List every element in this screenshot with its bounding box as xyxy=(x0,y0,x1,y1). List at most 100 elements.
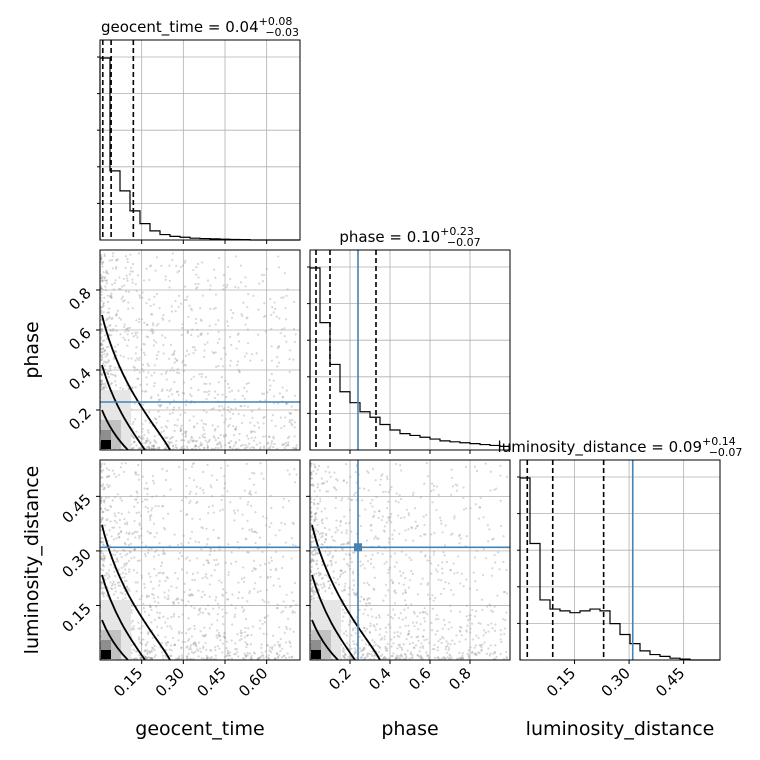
sample-point xyxy=(152,444,155,448)
sample-point xyxy=(177,657,180,660)
sample-point xyxy=(354,592,357,596)
sample-point xyxy=(293,340,296,343)
sample-point xyxy=(176,598,180,601)
sample-point xyxy=(293,611,296,614)
sample-point xyxy=(227,265,230,269)
sample-point xyxy=(311,559,314,562)
sample-point xyxy=(430,621,433,624)
sample-point xyxy=(322,582,325,585)
sample-point xyxy=(142,638,145,641)
sample-point xyxy=(448,621,451,624)
sample-point xyxy=(141,475,144,478)
sample-point xyxy=(106,353,109,357)
sample-point xyxy=(152,303,155,306)
sample-point xyxy=(219,433,222,437)
sample-point xyxy=(490,609,493,612)
sample-point xyxy=(102,557,105,560)
sample-point xyxy=(311,585,314,588)
sample-point xyxy=(123,576,126,579)
sample-point xyxy=(482,634,485,637)
sample-point xyxy=(185,399,188,402)
sample-point xyxy=(395,654,399,657)
sample-point xyxy=(165,378,168,381)
sample-point xyxy=(157,410,160,413)
sample-point xyxy=(100,306,103,309)
sample-point xyxy=(465,604,468,607)
sample-point xyxy=(158,584,161,587)
sample-point xyxy=(424,554,427,557)
sample-point xyxy=(151,646,154,649)
sample-point xyxy=(313,519,316,523)
sample-point xyxy=(126,277,129,280)
sample-point xyxy=(272,437,275,440)
sample-point xyxy=(467,655,470,658)
sample-point xyxy=(99,385,103,388)
sample-point xyxy=(398,645,402,648)
sample-point xyxy=(491,538,494,541)
sample-point xyxy=(341,543,345,546)
sample-point xyxy=(120,499,123,502)
sample-point xyxy=(165,370,168,373)
y-tick-label: 0.30 xyxy=(58,545,94,581)
sample-point xyxy=(328,528,331,531)
sample-point xyxy=(377,537,380,540)
sample-point xyxy=(210,474,213,477)
sample-point xyxy=(326,490,330,493)
sample-point xyxy=(134,386,137,389)
sample-point xyxy=(440,579,443,582)
sample-point xyxy=(376,552,379,555)
sample-point xyxy=(121,295,124,298)
sample-point xyxy=(315,512,318,515)
sample-point xyxy=(223,487,226,490)
sample-point xyxy=(155,549,158,552)
sample-point xyxy=(145,656,148,660)
sample-point xyxy=(144,419,147,422)
sample-point xyxy=(100,277,104,280)
sample-point xyxy=(434,568,438,571)
sample-point xyxy=(265,267,268,270)
sample-point xyxy=(141,427,144,431)
sample-point xyxy=(390,638,393,641)
sample-point xyxy=(124,266,127,269)
sample-point xyxy=(276,606,279,610)
sample-point xyxy=(103,276,106,279)
sample-point xyxy=(180,439,183,442)
sample-point xyxy=(180,333,183,337)
sample-point xyxy=(177,639,180,642)
sample-point xyxy=(102,382,105,386)
sample-point xyxy=(380,474,383,478)
sample-point xyxy=(205,411,208,414)
sample-point xyxy=(436,646,440,649)
sample-point xyxy=(121,285,124,288)
sample-point xyxy=(177,371,181,375)
sample-point xyxy=(192,479,196,482)
sample-point xyxy=(478,506,482,509)
sample-point xyxy=(246,503,249,506)
sample-point xyxy=(400,654,403,657)
sample-point xyxy=(126,586,129,589)
sample-point xyxy=(343,588,346,591)
sample-point xyxy=(390,579,393,582)
sample-point xyxy=(152,593,155,597)
sample-point xyxy=(214,351,217,354)
grid-lines xyxy=(100,460,300,660)
sample-point xyxy=(139,436,142,440)
sample-point xyxy=(276,447,279,450)
sample-point xyxy=(225,640,228,643)
sample-point xyxy=(100,287,103,290)
sample-point xyxy=(421,657,424,660)
sample-point xyxy=(361,648,364,652)
sample-point xyxy=(153,417,157,420)
sample-point xyxy=(174,310,177,313)
sample-point xyxy=(108,333,111,336)
sample-point xyxy=(214,657,218,661)
sample-point xyxy=(387,623,390,626)
sample-point xyxy=(206,279,210,282)
sample-point xyxy=(224,353,227,356)
sample-point xyxy=(310,587,313,590)
sample-point xyxy=(224,418,227,421)
contour-line xyxy=(311,574,356,661)
sample-point xyxy=(259,656,262,659)
sample-point xyxy=(146,439,149,442)
sample-point xyxy=(293,468,296,471)
